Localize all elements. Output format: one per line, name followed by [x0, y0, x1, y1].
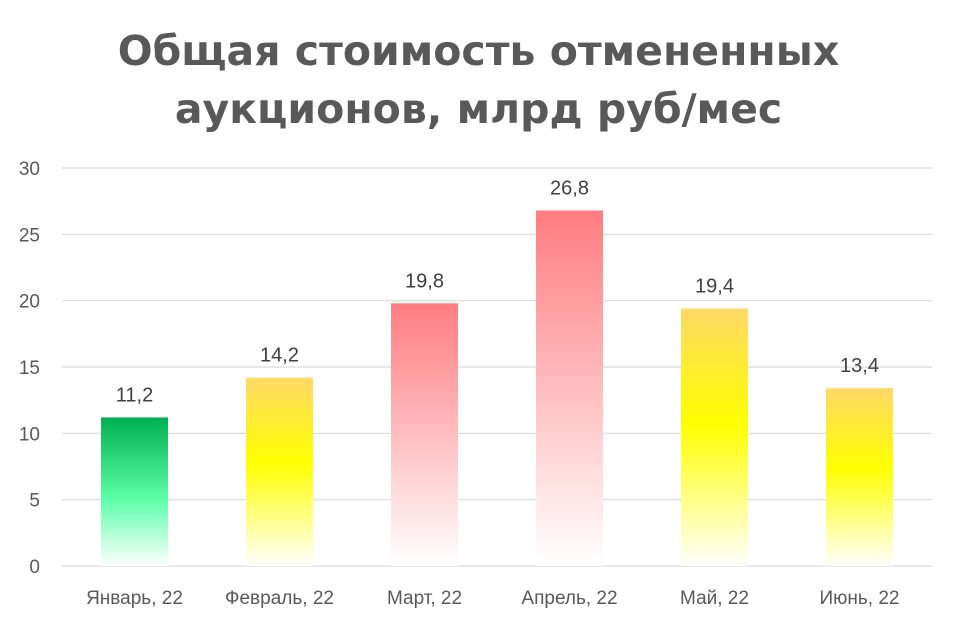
y-tick-label-5: 5	[29, 491, 40, 512]
x-tick-label-1: Январь, 22	[86, 588, 183, 609]
bar-4	[536, 210, 603, 566]
chart-title-line-1: Общая стоимость отмененных	[117, 27, 840, 75]
bar-2	[246, 377, 313, 566]
data-label-6: 13,4	[840, 355, 879, 377]
bar-1	[101, 417, 168, 566]
y-tick-label-0: 0	[29, 557, 40, 578]
bar-6	[826, 388, 893, 566]
data-label-4: 26,8	[550, 177, 589, 199]
y-axis-tick-labels: 0 5 10 15 20 25 30	[19, 159, 40, 578]
data-labels: 11,2 14,2 19,8 26,8 19,4 13,4	[116, 177, 879, 406]
y-tick-label-20: 20	[19, 292, 40, 313]
y-tick-label-30: 30	[19, 159, 40, 180]
data-label-5: 19,4	[695, 276, 734, 298]
chart-title-line-2: аукционов, млрд руб/мес	[174, 85, 783, 133]
x-tick-label-5: Май, 22	[680, 588, 749, 609]
x-axis-tick-labels: Январь, 22 Февраль, 22 Март, 22 Апрель, 22 М…	[86, 588, 899, 609]
data-label-3: 19,8	[405, 270, 444, 292]
x-tick-label-4: Апрель, 22	[521, 588, 617, 609]
x-tick-label-3: Март, 22	[387, 588, 462, 609]
y-tick-label-25: 25	[19, 225, 40, 246]
chart-title: Общая стоимость отмененных аукционов, мл…	[0, 22, 957, 138]
gridlines	[62, 167, 932, 567]
x-tick-label-6: Июнь, 22	[820, 588, 900, 609]
bar-5	[681, 308, 748, 566]
y-tick-label-15: 15	[19, 358, 40, 379]
data-label-2: 14,2	[260, 345, 299, 367]
y-tick-label-10: 10	[19, 424, 40, 445]
data-label-1: 11,2	[116, 384, 153, 406]
bars	[101, 210, 893, 566]
bar-3	[391, 303, 458, 566]
x-tick-label-2: Февраль, 22	[225, 588, 334, 609]
